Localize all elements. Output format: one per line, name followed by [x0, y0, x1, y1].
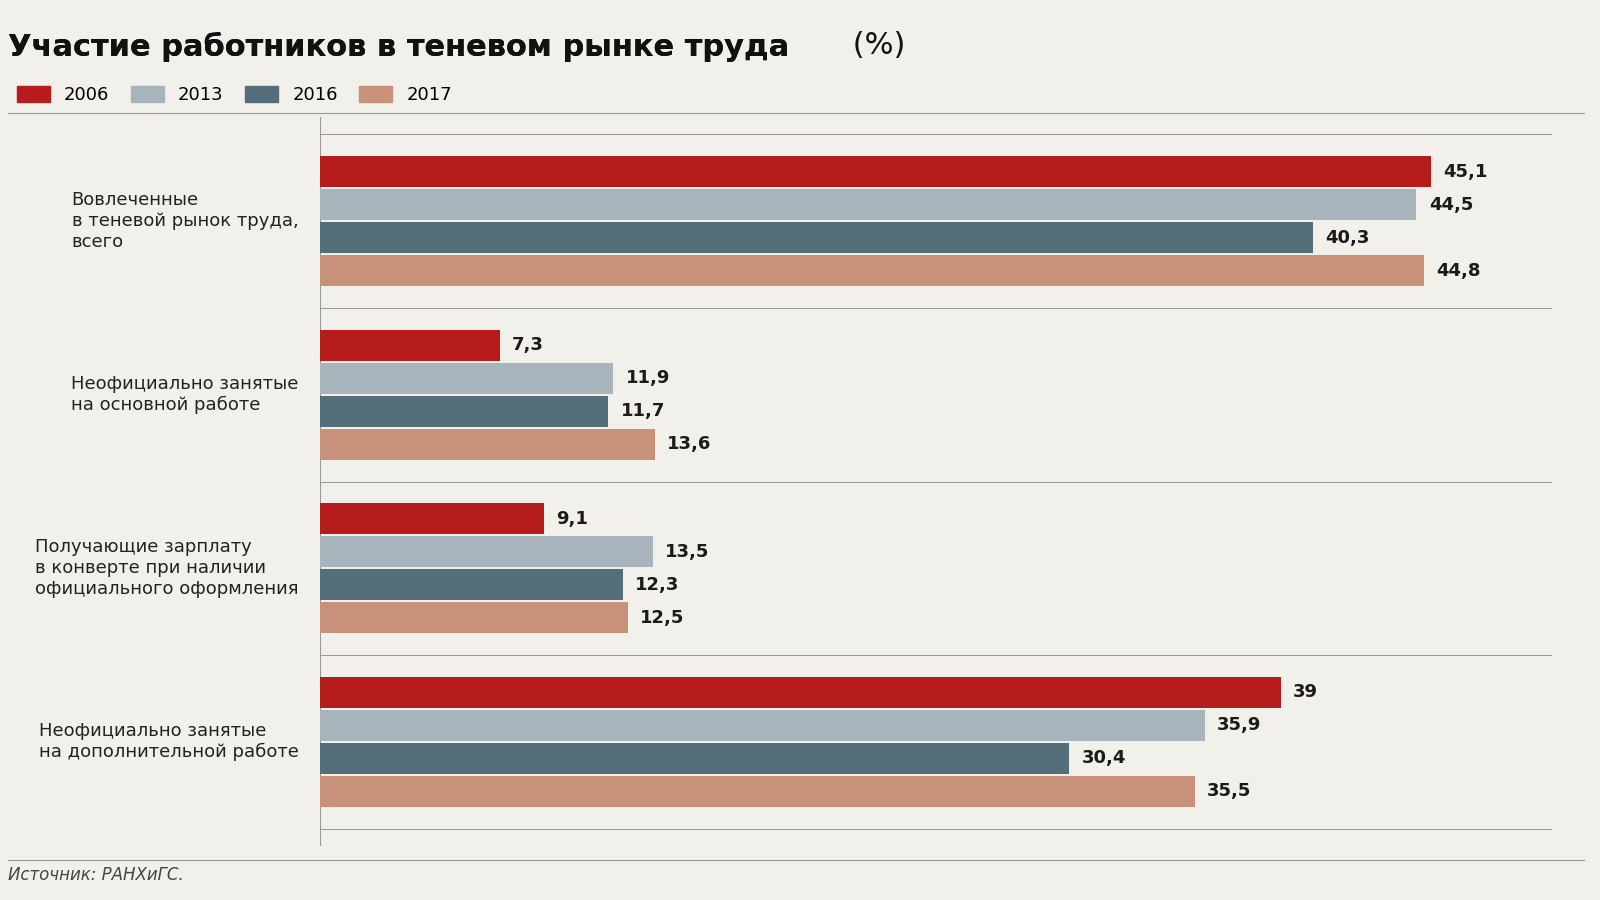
Text: 13,5: 13,5 [666, 543, 709, 561]
Text: 13,6: 13,6 [667, 436, 712, 454]
Text: 44,8: 44,8 [1437, 262, 1480, 280]
Bar [320, 255, 1424, 286]
Bar [320, 329, 499, 361]
Bar [320, 742, 1069, 774]
Bar [320, 536, 653, 567]
Legend: 2006, 2013, 2016, 2017: 2006, 2013, 2016, 2017 [18, 86, 451, 104]
Text: 35,5: 35,5 [1206, 782, 1251, 800]
Text: 45,1: 45,1 [1443, 163, 1488, 181]
Text: (%): (%) [843, 32, 906, 60]
Bar [320, 156, 1432, 187]
Bar [320, 677, 1282, 708]
Text: 7,3: 7,3 [512, 337, 544, 355]
Bar [320, 396, 608, 427]
Text: 44,5: 44,5 [1429, 195, 1474, 213]
Text: 35,9: 35,9 [1218, 716, 1261, 734]
Text: 39: 39 [1293, 683, 1318, 701]
Text: 11,9: 11,9 [626, 369, 670, 387]
Text: 40,3: 40,3 [1325, 229, 1370, 247]
Text: Участие работников в теневом рынке труда: Участие работников в теневом рынке труда [8, 32, 789, 61]
Bar [320, 428, 654, 460]
Text: Источник: РАНХиГС.: Источник: РАНХиГС. [8, 866, 184, 884]
Bar [320, 189, 1416, 220]
Bar [320, 776, 1195, 807]
Bar [320, 602, 627, 634]
Text: 11,7: 11,7 [621, 402, 666, 420]
Bar [320, 710, 1205, 741]
Text: Участие работников в теневом рынке труда: Участие работников в теневом рынке труда [8, 32, 789, 61]
Bar [320, 569, 622, 600]
Text: 12,3: 12,3 [635, 576, 680, 594]
Bar [320, 222, 1314, 253]
Text: 12,5: 12,5 [640, 608, 685, 626]
Text: 30,4: 30,4 [1082, 750, 1126, 768]
Bar [320, 363, 613, 394]
Text: 9,1: 9,1 [557, 509, 589, 527]
Bar [320, 503, 544, 535]
